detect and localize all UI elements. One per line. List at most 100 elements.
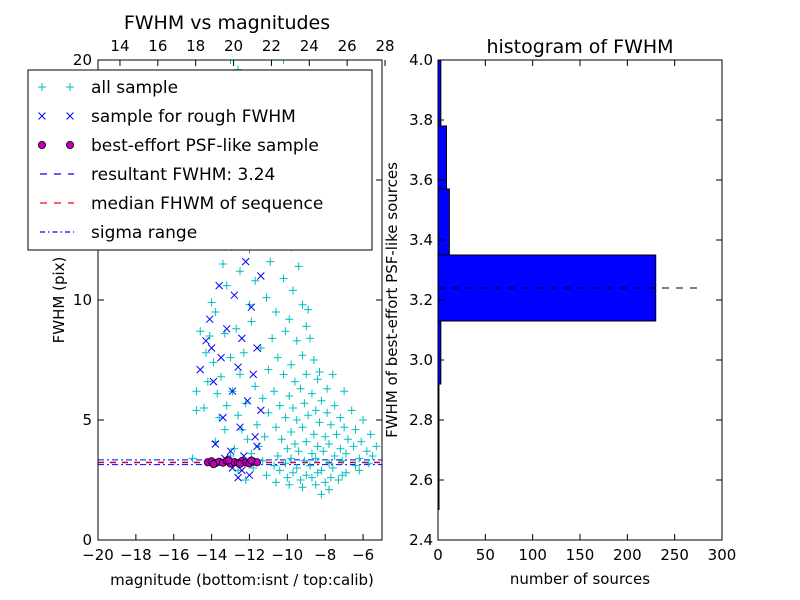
data-point-plus <box>328 464 337 472</box>
data-point-x <box>205 315 214 324</box>
data-point-x <box>228 387 237 396</box>
data-point-plus <box>340 387 349 396</box>
data-point-plus <box>298 423 307 432</box>
x-tick-label: 100 <box>518 546 547 564</box>
data-point-plus <box>302 370 311 379</box>
x-tick-label: 50 <box>476 546 495 564</box>
data-point-x <box>217 353 225 362</box>
data-point-x <box>215 281 224 290</box>
scatter-x-axis-label: magnitude (bottom:isnt / top:calib) <box>110 571 374 589</box>
data-point-plus <box>351 461 360 470</box>
data-point-plus <box>298 483 307 492</box>
y-tick-label: 3.0 <box>409 351 433 369</box>
data-point-plus <box>309 430 318 439</box>
data-point-plus <box>342 449 351 458</box>
legend-marker-circle <box>38 140 47 149</box>
data-point-plus <box>243 435 252 444</box>
data-point-plus <box>277 435 286 444</box>
data-point-plus <box>336 413 345 422</box>
data-point-plus <box>287 360 296 369</box>
data-point-plus <box>264 408 273 417</box>
data-point-x <box>219 413 227 422</box>
data-point-plus <box>205 332 214 340</box>
data-point-plus <box>268 334 277 343</box>
y-tick-label: 3.2 <box>409 291 433 309</box>
data-point-plus <box>313 442 322 451</box>
data-point-plus <box>256 344 265 352</box>
legend-marker-circle <box>66 140 75 149</box>
data-point-x <box>256 272 265 280</box>
data-point-plus <box>285 392 294 400</box>
top-x-tick-label: 28 <box>375 37 394 55</box>
data-point-plus <box>323 408 332 417</box>
data-point-plus <box>330 452 339 460</box>
data-point-plus <box>258 394 267 403</box>
data-point-x <box>243 396 252 405</box>
data-point-plus <box>359 416 368 424</box>
legend-entry: sample for rough FWHM <box>38 107 296 127</box>
data-point-plus <box>192 387 201 396</box>
data-point-plus <box>364 459 373 468</box>
data-point-plus <box>287 428 296 436</box>
data-point-x <box>241 257 250 266</box>
data-point-plus <box>323 384 332 393</box>
data-point-plus <box>239 348 248 357</box>
data-point-plus <box>215 413 224 422</box>
histogram-bar <box>438 125 448 190</box>
x-tick-label: −8 <box>314 546 336 564</box>
data-point-plus <box>298 300 307 309</box>
top-x-tick-label: 18 <box>186 37 205 55</box>
data-point-plus <box>296 384 305 393</box>
y-tick-label: 3.6 <box>409 171 433 189</box>
series-group <box>203 456 262 469</box>
data-point-plus <box>317 396 326 405</box>
data-point-plus <box>343 435 352 444</box>
legend-label: all sample <box>91 78 178 98</box>
data-point-plus <box>217 372 226 381</box>
data-point-x <box>238 334 246 343</box>
data-point-plus <box>324 440 333 448</box>
data-point-plus <box>213 389 222 398</box>
data-point-plus <box>372 442 381 451</box>
data-point-plus <box>275 401 284 410</box>
data-point-x <box>207 344 216 352</box>
legend-entry: best-effort PSF-like sample <box>38 136 319 156</box>
data-point-plus <box>281 413 290 422</box>
data-point-plus <box>230 444 239 453</box>
data-point-plus <box>355 466 364 475</box>
legend-box <box>27 69 373 251</box>
data-point-x <box>234 363 242 372</box>
y-tick-label: 2.4 <box>409 531 433 549</box>
legend-marker-plus <box>66 83 74 91</box>
scatter-title: FWHM vs magnitudes <box>124 12 330 34</box>
data-point-x <box>247 303 256 312</box>
y-tick-label: 2.6 <box>409 471 433 489</box>
data-point-plus <box>275 466 284 475</box>
data-point-plus <box>283 444 292 453</box>
legend-label: median FHWM of sequence <box>91 194 323 214</box>
x-tick-label: 300 <box>708 546 737 564</box>
data-point-plus <box>304 411 313 420</box>
scatter-legend: all sample sample for rough FWHM best-effo… <box>27 69 373 251</box>
histogram-marks <box>438 60 657 510</box>
data-point-circle <box>209 460 218 469</box>
legend-label: sample for rough FWHM <box>91 107 296 127</box>
data-point-plus <box>300 456 309 465</box>
x-tick-label: −10 <box>272 546 304 564</box>
histogram-title: histogram of FWHM <box>486 36 673 58</box>
data-point-plus <box>287 454 296 463</box>
data-point-x <box>234 473 242 482</box>
data-point-plus <box>234 411 243 420</box>
legend-marker-x <box>38 112 46 120</box>
legend-entry: median FHWM of sequence <box>40 194 323 214</box>
data-point-plus <box>266 257 275 266</box>
data-point-x <box>222 324 231 333</box>
data-point-plus <box>300 399 309 408</box>
data-point-plus <box>294 262 303 271</box>
data-point-plus <box>330 401 339 410</box>
data-point-plus <box>315 368 324 376</box>
x-tick-label: −14 <box>196 546 228 564</box>
data-point-plus <box>226 353 235 362</box>
data-point-plus <box>328 370 337 379</box>
x-tick-label: 250 <box>660 546 689 564</box>
